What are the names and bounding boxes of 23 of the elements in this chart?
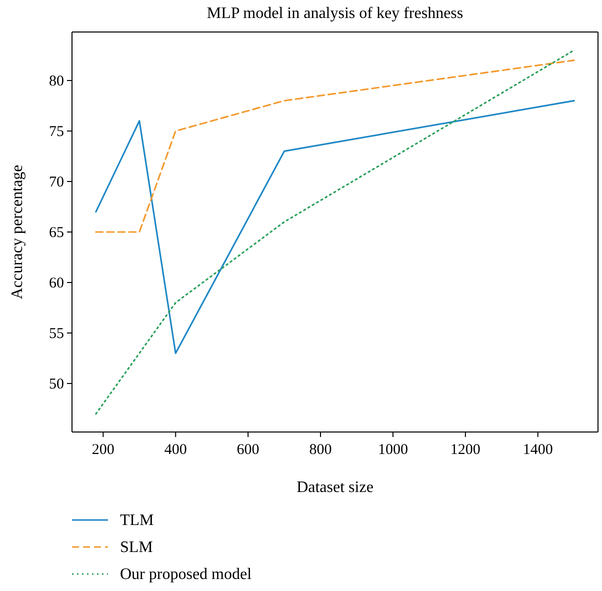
- line-series: [95, 49, 575, 415]
- x-tick-label: 800: [309, 442, 332, 458]
- x-tick-label: 1200: [450, 442, 480, 458]
- x-axis-title: Dataset size: [296, 479, 374, 496]
- chart-title: MLP model in analysis of key freshness: [206, 5, 464, 22]
- legend-label: Our proposed model: [120, 566, 252, 583]
- y-tick-label: 60: [49, 276, 64, 292]
- x-tick-label: 200: [92, 442, 114, 458]
- line-series: [95, 59, 575, 233]
- y-tick-label: 65: [49, 225, 64, 241]
- y-tick-label: 55: [49, 326, 64, 342]
- x-tick-label: 600: [236, 442, 260, 458]
- x-tick-label: 1400: [522, 442, 553, 458]
- x-tick-label: 1000: [378, 442, 408, 458]
- y-tick-label: 50: [49, 376, 64, 393]
- y-tick-label: 75: [49, 124, 64, 140]
- y-axis-title: Accuracy percentage: [9, 164, 26, 300]
- y-tick-label: 80: [49, 73, 64, 90]
- legend-label: TLM: [120, 512, 154, 529]
- line-series: [95, 100, 575, 354]
- y-tick-label: 70: [49, 174, 64, 190]
- x-tick-label: 400: [164, 442, 187, 458]
- legend-label: SLM: [120, 539, 153, 556]
